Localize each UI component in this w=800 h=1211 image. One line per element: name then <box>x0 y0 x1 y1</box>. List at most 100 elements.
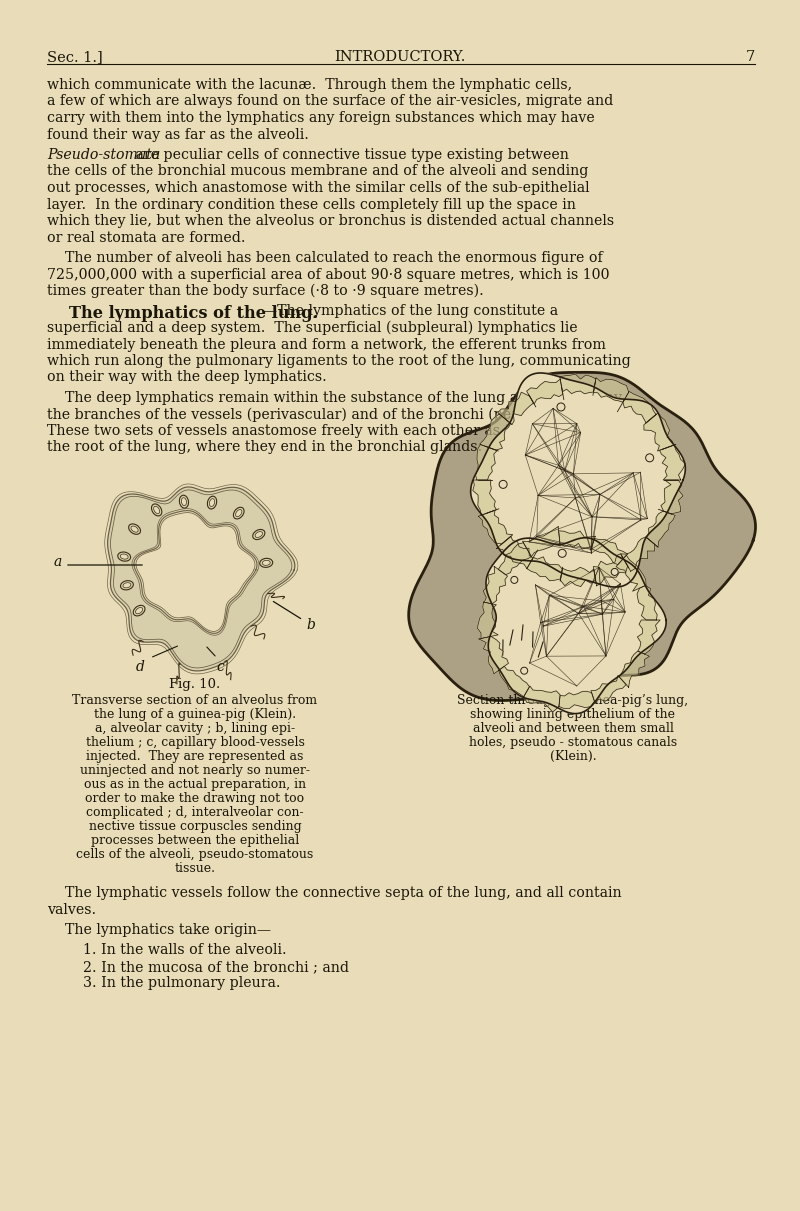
Polygon shape <box>638 620 660 654</box>
Ellipse shape <box>255 532 262 538</box>
Text: ous as in the actual preparation, in: ous as in the actual preparation, in <box>84 777 306 791</box>
Text: Sec. 1.]: Sec. 1.] <box>47 50 102 64</box>
Polygon shape <box>475 444 497 480</box>
Text: the branches of the vessels (perivascular) and of the bronchi (peribronchial).: the branches of the vessels (perivascula… <box>47 407 601 421</box>
Polygon shape <box>134 511 257 633</box>
Text: found their way as far as the alveoli.: found their way as far as the alveoli. <box>47 127 309 142</box>
Text: showing lining epithelium of the: showing lining epithelium of the <box>470 708 675 721</box>
Text: The number of alveoli has been calculated to reach the enormous figure of: The number of alveoli has been calculate… <box>47 251 602 265</box>
Text: injected.  They are represented as: injected. They are represented as <box>86 750 304 763</box>
Text: Transverse section of an alveolus from: Transverse section of an alveolus from <box>73 694 318 707</box>
Ellipse shape <box>210 499 214 506</box>
Text: are peculiar cells of connective tissue type existing between: are peculiar cells of connective tissue … <box>131 148 569 162</box>
Text: alveoli and between them small: alveoli and between them small <box>473 722 674 735</box>
Text: 3. In the pulmonary pleura.: 3. In the pulmonary pleura. <box>47 976 281 991</box>
Ellipse shape <box>121 580 134 590</box>
Text: (Klein).: (Klein). <box>550 750 596 763</box>
Circle shape <box>511 576 518 584</box>
Text: a: a <box>54 555 62 569</box>
Polygon shape <box>616 555 646 591</box>
Text: or real stomata are formed.: or real stomata are formed. <box>47 230 246 245</box>
Ellipse shape <box>253 529 265 540</box>
Text: cells of the alveoli, pseudo-stomatous: cells of the alveoli, pseudo-stomatous <box>76 848 314 861</box>
Text: uninjected and not nearly so numer-: uninjected and not nearly so numer- <box>80 764 310 777</box>
Text: nective tissue corpuscles sending: nective tissue corpuscles sending <box>89 820 302 833</box>
Ellipse shape <box>123 582 131 587</box>
Ellipse shape <box>207 497 217 509</box>
Polygon shape <box>522 527 560 557</box>
Circle shape <box>558 550 566 557</box>
Circle shape <box>646 454 654 461</box>
Text: times greater than the body surface (·8 to ·9 square metres).: times greater than the body surface (·8 … <box>47 285 484 298</box>
Ellipse shape <box>118 552 130 561</box>
Text: which run along the pulmonary ligaments to the root of the lung, communicating: which run along the pulmonary ligaments … <box>47 354 630 368</box>
Polygon shape <box>524 685 560 712</box>
Text: The lymphatic vessels follow the connective septa of the lung, and all contain: The lymphatic vessels follow the connect… <box>47 886 622 900</box>
Polygon shape <box>526 379 563 404</box>
Ellipse shape <box>135 608 142 614</box>
Text: Pseudo-stomata: Pseudo-stomata <box>47 148 160 162</box>
Polygon shape <box>591 676 626 702</box>
Text: 7: 7 <box>746 50 755 64</box>
Polygon shape <box>594 378 629 402</box>
Ellipse shape <box>262 561 270 566</box>
Text: on their way with the deep lymphatics.: on their way with the deep lymphatics. <box>47 371 326 385</box>
Circle shape <box>611 568 618 575</box>
Ellipse shape <box>154 506 160 513</box>
Polygon shape <box>558 530 595 549</box>
Ellipse shape <box>182 498 186 506</box>
Polygon shape <box>659 444 686 480</box>
Text: out processes, which anastomose with the similar cells of the sub-epithelial: out processes, which anastomose with the… <box>47 180 590 195</box>
Polygon shape <box>479 636 509 673</box>
Text: the root of the lung, where they end in the bronchial glands.: the root of the lung, where they end in … <box>47 441 482 454</box>
Polygon shape <box>646 511 675 547</box>
Text: a, alveolar cavity ; b, lining epi-: a, alveolar cavity ; b, lining epi- <box>95 722 295 735</box>
Polygon shape <box>497 536 533 568</box>
Polygon shape <box>560 567 596 586</box>
Polygon shape <box>478 602 498 638</box>
Text: Section through a guinea-pig’s lung,: Section through a guinea-pig’s lung, <box>458 694 689 707</box>
Text: thelium ; c, capillary blood-vessels: thelium ; c, capillary blood-vessels <box>86 736 305 748</box>
Text: superficial and a deep system.  The superficial (subpleural) lymphatics lie: superficial and a deep system. The super… <box>47 321 578 335</box>
Text: valves.: valves. <box>47 902 96 917</box>
Polygon shape <box>470 373 686 587</box>
Ellipse shape <box>120 553 128 559</box>
Text: The deep lymphatics remain within the substance of the lung and accompany: The deep lymphatics remain within the su… <box>47 391 622 404</box>
Text: which they lie, but when the alveolus or bronchus is distended actual channels: which they lie, but when the alveolus or… <box>47 214 614 228</box>
Text: 2. In the mucosa of the bronchi ; and: 2. In the mucosa of the bronchi ; and <box>47 960 349 974</box>
Text: The lymphatics of the lung.: The lymphatics of the lung. <box>69 304 318 321</box>
Text: layer.  In the ordinary condition these cells completely fill up the space in: layer. In the ordinary condition these c… <box>47 197 576 212</box>
Polygon shape <box>623 391 656 423</box>
Polygon shape <box>560 374 596 394</box>
Circle shape <box>521 667 528 675</box>
Text: b: b <box>306 618 315 632</box>
Polygon shape <box>108 487 295 671</box>
Polygon shape <box>559 691 594 708</box>
Polygon shape <box>594 553 627 586</box>
Text: complicated ; d, interalveolar con-: complicated ; d, interalveolar con- <box>86 807 304 819</box>
Text: The lymphatics take origin—: The lymphatics take origin— <box>47 923 271 937</box>
Polygon shape <box>644 413 674 450</box>
Polygon shape <box>498 392 534 425</box>
Ellipse shape <box>131 526 138 532</box>
Ellipse shape <box>235 510 242 517</box>
Text: the lung of a guinea-pig (Klein).: the lung of a guinea-pig (Klein). <box>94 708 296 721</box>
Text: —The lymphatics of the lung constitute a: —The lymphatics of the lung constitute a <box>263 304 558 318</box>
Polygon shape <box>486 538 666 713</box>
Text: immediately beneath the pleura and form a network, the efferent trunks from: immediately beneath the pleura and form … <box>47 338 606 351</box>
Polygon shape <box>409 372 755 700</box>
Polygon shape <box>483 567 507 604</box>
Ellipse shape <box>151 504 162 516</box>
Polygon shape <box>479 414 510 450</box>
Ellipse shape <box>179 495 189 509</box>
Ellipse shape <box>134 606 145 616</box>
Text: carry with them into the lymphatics any foreign substances which may have: carry with them into the lymphatics any … <box>47 111 594 125</box>
Text: order to make the drawing not too: order to make the drawing not too <box>86 792 305 805</box>
Text: the cells of the bronchial mucous membrane and of the alveoli and sending: the cells of the bronchial mucous membra… <box>47 165 588 178</box>
Polygon shape <box>661 480 683 513</box>
Polygon shape <box>498 666 530 696</box>
Circle shape <box>557 403 565 411</box>
Polygon shape <box>619 652 650 688</box>
Text: d: d <box>135 660 145 675</box>
Ellipse shape <box>260 558 273 568</box>
